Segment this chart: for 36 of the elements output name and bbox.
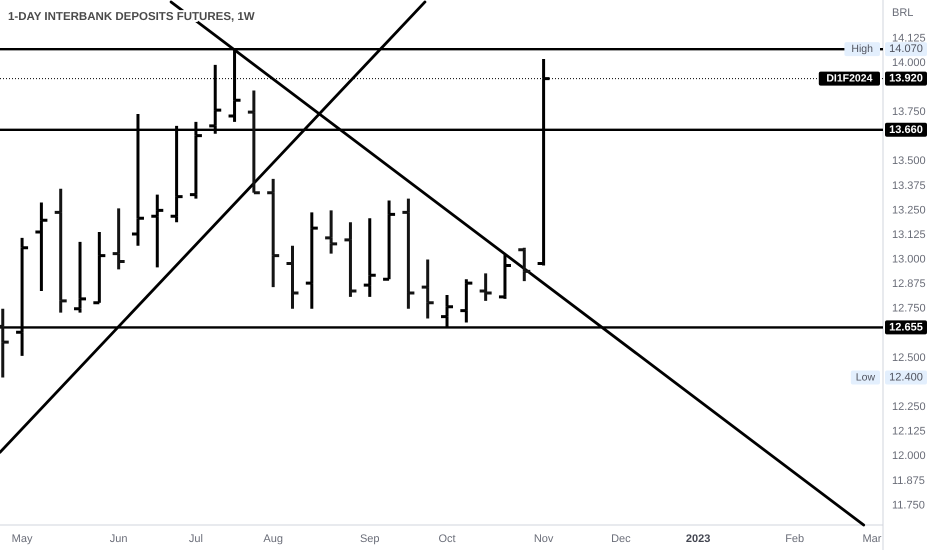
y-tick-label: 14.125 — [892, 32, 926, 44]
x-tick-label: 2023 — [686, 533, 710, 545]
y-tick-label: 13.375 — [892, 180, 926, 192]
y-tick-label: 11.750 — [892, 499, 925, 512]
x-tick-label: Jun — [110, 533, 128, 545]
ref-line-label: DI1F2024 — [826, 72, 873, 85]
x-tick-label: Nov — [534, 533, 554, 545]
x-tick-label: Dec — [611, 533, 632, 545]
y-tick-label: 13.660 — [889, 124, 923, 136]
annotation: Low — [856, 372, 876, 384]
y-tick-label: 12.125 — [892, 426, 926, 438]
y-tick-label: 13.000 — [892, 254, 926, 266]
y-tick-label: 12.750 — [892, 302, 926, 315]
x-tick-label: Oct — [438, 533, 456, 545]
y-tick-label: 12.655 — [889, 321, 923, 334]
y-tick-label: 13.125 — [892, 228, 926, 241]
y-tick-label: 13.750 — [892, 106, 926, 118]
y-tick-label: 12.875 — [892, 278, 926, 290]
y-tick-label: 12.000 — [892, 450, 926, 462]
x-tick-label: Feb — [785, 533, 804, 545]
x-tick-label: Sep — [360, 533, 380, 545]
y-axis-title: BRL — [892, 7, 914, 19]
y-tick-label: 14.070 — [889, 43, 923, 56]
y-tick-label: 12.250 — [892, 401, 926, 414]
x-tick-label: Jul — [188, 533, 203, 545]
x-tick-label: Aug — [263, 533, 283, 545]
x-tick-label: May — [12, 533, 33, 545]
y-tick-label: 11.875 — [892, 474, 925, 487]
y-tick-label: 13.250 — [892, 204, 926, 216]
y-tick-label: 12.400 — [889, 372, 923, 384]
y-tick-label: 13.500 — [892, 155, 926, 168]
y-tick-label: 12.500 — [892, 352, 926, 364]
annotation: High — [851, 43, 874, 56]
y-tick-label: 13.920 — [889, 72, 923, 85]
y-tick-label: 14.000 — [892, 56, 926, 69]
x-tick-label: Mar — [862, 533, 882, 545]
